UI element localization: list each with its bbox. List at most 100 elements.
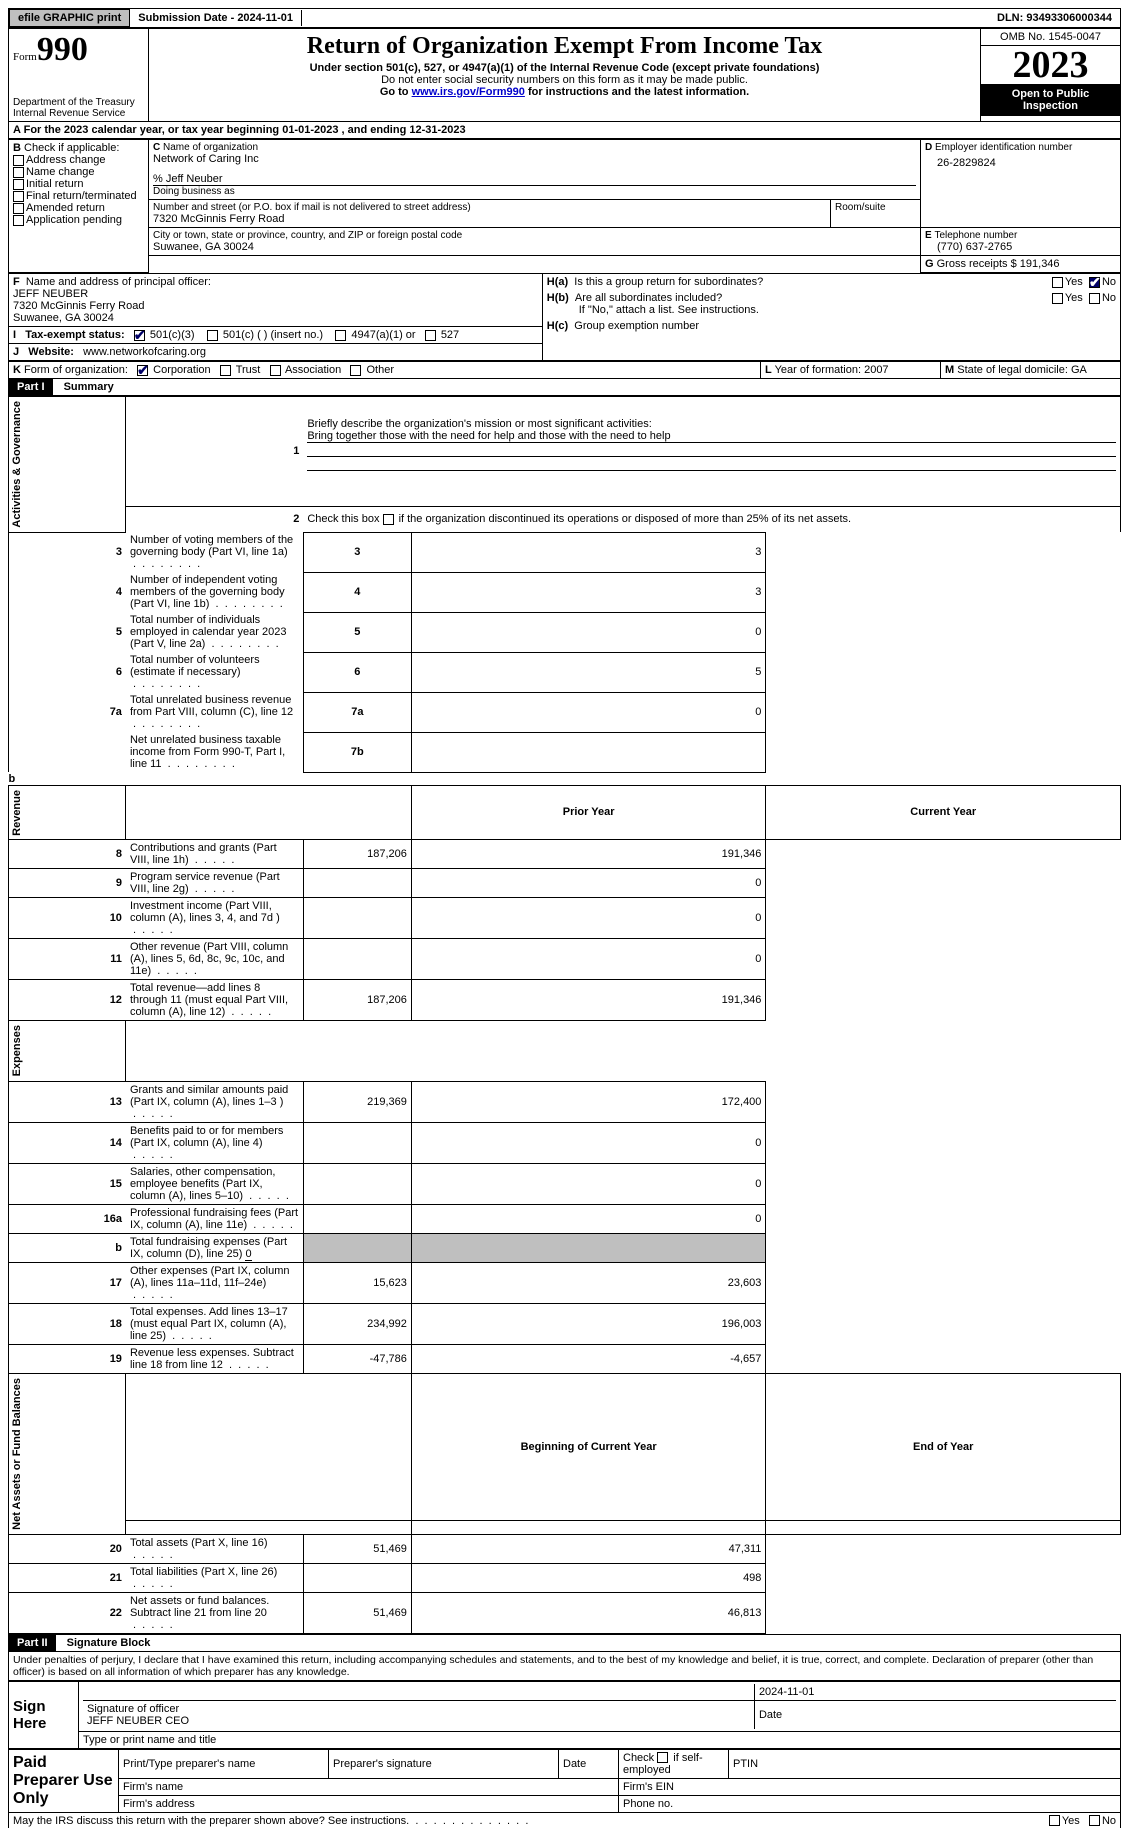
ptin-label: PTIN: [729, 1749, 1121, 1778]
identification-block: B Check if applicable: Address change Na…: [8, 139, 1121, 273]
part2-header: Part II: [9, 1635, 56, 1651]
check-501c[interactable]: [207, 330, 218, 341]
prep-name-label: Print/Type preparer's name: [119, 1749, 329, 1778]
f-label: Name and address of principal officer:: [26, 276, 211, 288]
officer-addr1: 7320 McGinnis Ferry Road: [13, 300, 144, 312]
officer-addr2: Suwanee, GA 30024: [13, 312, 114, 324]
b-opt-5: Application pending: [26, 214, 122, 226]
table-row: 16aProfessional fundraising fees (Part I…: [9, 1204, 1121, 1233]
check-discontinued[interactable]: [383, 514, 394, 525]
table-row: 12Total revenue—add lines 8 through 11 (…: [9, 980, 1121, 1021]
tax-year: 2023: [981, 46, 1120, 84]
check-amended[interactable]: [13, 203, 24, 214]
check-assoc[interactable]: [270, 365, 281, 376]
sidebar-ag: Activities & Governance: [9, 397, 25, 532]
ha-no[interactable]: [1089, 277, 1100, 288]
b-opt-3: Final return/terminated: [26, 190, 137, 202]
table-row: 3Number of voting members of the governi…: [9, 532, 1121, 572]
b-opt-2: Initial return: [26, 178, 83, 190]
room-label: Room/suite: [835, 202, 916, 213]
paid-preparer-label: Paid Preparer Use Only: [9, 1749, 119, 1812]
table-row: 13Grants and similar amounts paid (Part …: [9, 1081, 1121, 1122]
sidebar-na: Net Assets or Fund Balances: [9, 1374, 25, 1534]
klm-row: K Form of organization: Corporation Trus…: [8, 361, 1121, 379]
table-row: 20Total assets (Part X, line 16) . . . .…: [9, 1534, 1121, 1563]
dept-treasury: Department of the Treasury: [13, 97, 144, 108]
discuss-yes-label: Yes: [1062, 1815, 1080, 1827]
state-domicile: GA: [1071, 364, 1087, 376]
table-row: 6Total number of volunteers (estimate if…: [9, 652, 1121, 692]
check-pending[interactable]: [13, 215, 24, 226]
prep-date-label: Date: [559, 1749, 619, 1778]
form-header: Form990 Department of the Treasury Inter…: [8, 28, 1121, 122]
hb-yes[interactable]: [1052, 293, 1063, 304]
table-row: 19Revenue less expenses. Subtract line 1…: [9, 1344, 1121, 1373]
ha-text: Is this a group return for subordinates?: [574, 276, 763, 288]
check-name-change[interactable]: [13, 167, 24, 178]
table-row: 14Benefits paid to or for members (Part …: [9, 1122, 1121, 1163]
ha-yes-label: Yes: [1065, 276, 1083, 288]
gross-receipts: 191,346: [1020, 258, 1060, 270]
check-trust[interactable]: [220, 365, 231, 376]
phone-label: Phone no.: [619, 1795, 1121, 1812]
g-label: Gross receipts $: [937, 258, 1017, 270]
table-row: bTotal fundraising expenses (Part IX, co…: [9, 1233, 1121, 1262]
discuss-row: May the IRS discuss this return with the…: [8, 1813, 1121, 1828]
sidebar-rev: Revenue: [9, 786, 25, 840]
paid-preparer-block: Paid Preparer Use Only Print/Type prepar…: [8, 1749, 1121, 1813]
website: www.networkofcaring.org: [83, 346, 206, 358]
table-row: 18Total expenses. Add lines 13–17 (must …: [9, 1303, 1121, 1344]
k-opt-1: Trust: [236, 364, 261, 376]
col-prior: Prior Year: [411, 785, 766, 840]
prep-sig-label: Preparer's signature: [329, 1749, 559, 1778]
check-other[interactable]: [350, 365, 361, 376]
d-label: Employer identification number: [935, 142, 1072, 153]
b-opt-4: Amended return: [26, 202, 105, 214]
table-row: 4Number of independent voting members of…: [9, 572, 1121, 612]
l-label: Year of formation:: [775, 364, 861, 376]
hb-no[interactable]: [1089, 293, 1100, 304]
check-corp[interactable]: [137, 365, 148, 376]
check-501c3[interactable]: [134, 330, 145, 341]
open-inspection: Open to Public Inspection: [981, 84, 1120, 116]
discuss-no-label: No: [1102, 1815, 1116, 1827]
irs-link[interactable]: www.irs.gov/Form990: [412, 86, 525, 98]
check-address-change[interactable]: [13, 155, 24, 166]
form-number: 990: [37, 31, 88, 68]
check-self-employed[interactable]: [657, 1752, 668, 1763]
col-current: Current Year: [766, 785, 1121, 840]
efile-button[interactable]: efile GRAPHIC print: [9, 9, 130, 27]
hb-yes-label: Yes: [1065, 292, 1083, 304]
check-initial-return[interactable]: [13, 179, 24, 190]
fh-block: F Name and address of principal officer:…: [8, 273, 1121, 361]
table-row: 17Other expenses (Part IX, column (A), l…: [9, 1262, 1121, 1303]
discuss-no[interactable]: [1089, 1815, 1100, 1826]
hb-text: Are all subordinates included?: [575, 292, 722, 304]
subtitle-2: Do not enter social security numbers on …: [153, 74, 976, 86]
check-4947[interactable]: [335, 330, 346, 341]
perjury-declaration: Under penalties of perjury, I declare th…: [8, 1652, 1121, 1681]
hb-note: If "No," attach a list. See instructions…: [547, 304, 1116, 316]
line2-b: if the organization discontinued its ope…: [396, 513, 852, 525]
city-label: City or town, state or province, country…: [153, 230, 916, 241]
sign-here: Sign Here: [9, 1681, 79, 1748]
i-label: Tax-exempt status:: [25, 329, 124, 341]
table-row: 21Total liabilities (Part X, line 26) . …: [9, 1563, 1121, 1592]
b-opt-0: Address change: [26, 154, 106, 166]
discuss-text: May the IRS discuss this return with the…: [13, 1815, 409, 1827]
check-final-return[interactable]: [13, 191, 24, 202]
check-527[interactable]: [425, 330, 436, 341]
ha-yes[interactable]: [1052, 277, 1063, 288]
e-label: Telephone number: [934, 230, 1017, 241]
part1-title: Summary: [56, 381, 114, 393]
ein: 26-2829824: [925, 153, 1116, 169]
table-row: 15Salaries, other compensation, employee…: [9, 1163, 1121, 1204]
table-row: 7aTotal unrelated business revenue from …: [9, 692, 1121, 732]
year-formation: 2007: [864, 364, 888, 376]
type-name-label: Type or print name and title: [79, 1731, 1121, 1748]
sig-officer-label: Signature of officer: [87, 1703, 179, 1715]
sidebar-exp: Expenses: [9, 1021, 25, 1080]
col-begin: Beginning of Current Year: [411, 1373, 766, 1520]
discuss-yes[interactable]: [1049, 1815, 1060, 1826]
form-label: Form: [13, 51, 37, 63]
